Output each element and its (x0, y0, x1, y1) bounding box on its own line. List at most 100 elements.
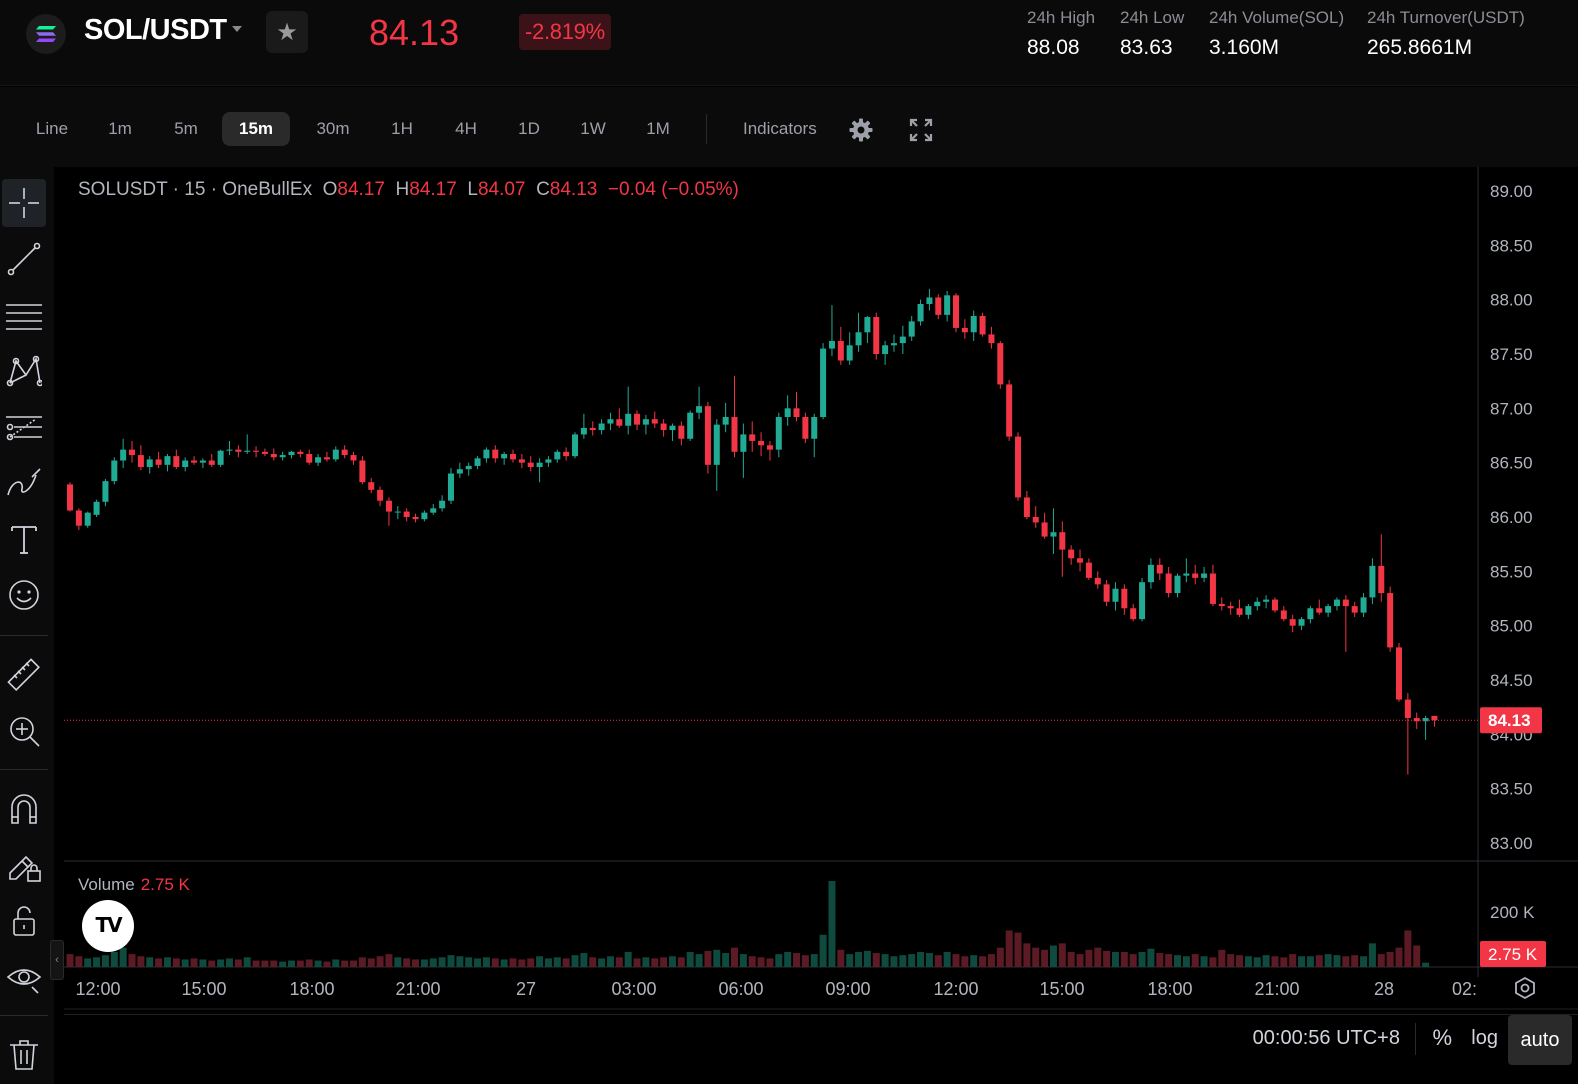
trendline-icon (7, 242, 41, 276)
volume-bar-up (943, 951, 951, 967)
chart-area[interactable]: 89.00 88.50 88.00 87.50 87.00 86.50 86.00 85.50… (64, 167, 1578, 1084)
magnet-tool[interactable] (2, 785, 46, 833)
candle-body-down (155, 459, 162, 465)
visibility-tool[interactable] (2, 953, 46, 1001)
parallel-channel-tool[interactable] (2, 291, 46, 339)
tab-1m[interactable]: 1m (108, 119, 132, 138)
trendline-tool[interactable] (2, 235, 46, 283)
volume-bar-down (296, 960, 304, 967)
tab-1w[interactable]: 1W (580, 119, 606, 138)
ruler-tool[interactable] (2, 651, 46, 699)
brush-tool[interactable] (2, 459, 46, 507)
candle-body-up (890, 343, 897, 346)
log-scale-toggle[interactable]: log (1471, 1027, 1498, 1049)
candle-body-up (536, 462, 543, 468)
legend-open: 84.17 (337, 179, 385, 200)
candle-body-down (1041, 522, 1048, 537)
tradingview-logo[interactable]: TV (82, 900, 134, 952)
lock-tool[interactable] (2, 897, 46, 945)
remove-drawings-tool[interactable] (2, 1029, 46, 1077)
lock-drawings-tool[interactable] (2, 841, 46, 889)
volume-bar-up (447, 955, 455, 967)
tab-5m[interactable]: 5m (174, 119, 198, 138)
candle-body-down (660, 423, 667, 431)
scale-settings-icon[interactable] (1515, 976, 1535, 1000)
scale-settings-icon-center (1520, 983, 1530, 993)
indicators-button[interactable]: Indicators (743, 119, 817, 138)
favorite-button[interactable]: ★ (266, 11, 308, 53)
candle-body-up (1325, 606, 1332, 613)
volume-bar-down (1271, 956, 1279, 967)
candle-body-up (669, 425, 676, 431)
volume-bar-up (606, 956, 614, 967)
price-tick-label: 83.50 (1490, 780, 1533, 799)
candle-body-up (102, 481, 109, 502)
time-tick-label: 12:00 (75, 979, 120, 999)
candle-body-up (1307, 608, 1314, 620)
percent-scale-toggle[interactable]: % (1432, 1025, 1452, 1050)
candle-body-down (678, 425, 685, 439)
candle-body-down (1378, 565, 1385, 594)
candle-body-up (182, 460, 189, 468)
candle-body-up (456, 469, 463, 474)
candle-body-up (1112, 588, 1119, 602)
volume-bar-down (731, 947, 738, 967)
price-tick-label: 87.50 (1490, 345, 1533, 364)
volume-bar-down (1351, 955, 1359, 967)
volume-bar-up (1182, 956, 1190, 967)
volume-bar-down (1342, 956, 1350, 967)
gear-icon[interactable] (848, 117, 874, 143)
text-tool[interactable] (2, 515, 46, 563)
volume-bar-up (1324, 954, 1332, 967)
tab-1mo[interactable]: 1M (646, 119, 670, 138)
volume-bar-down (1236, 955, 1244, 967)
clock[interactable]: 00:00:56 UTC+8 (1252, 1027, 1400, 1049)
tab-1h[interactable]: 1H (391, 119, 413, 138)
time-tick-label: 18:00 (1147, 979, 1192, 999)
zoom-in-tool[interactable] (2, 707, 46, 755)
tab-15m[interactable]: 15m (222, 112, 290, 146)
symbol-selector[interactable]: SOL/USDT (84, 14, 227, 46)
pattern-tool[interactable] (2, 347, 46, 395)
bottom-divider (1415, 1023, 1416, 1055)
fullscreen-icon[interactable] (908, 117, 934, 143)
candle-body-up (607, 419, 614, 424)
candle-body-down (1077, 558, 1084, 563)
tab-line[interactable]: Line (35, 119, 69, 138)
candle-body-down (1289, 619, 1296, 626)
emoji-tool[interactable] (2, 571, 46, 619)
candle-body-up (1298, 619, 1305, 626)
volume-bar-down (837, 949, 845, 967)
ruler-icon (7, 658, 40, 691)
volume-bar-up (668, 956, 676, 967)
candle-body-up (244, 450, 251, 452)
volume-bar-up (863, 950, 871, 967)
tab-30m[interactable]: 30m (316, 119, 350, 138)
volume-bar-down (1156, 953, 1164, 967)
ticker-header: SOL/USDT ★ 84.13 -2.819% 24h High 88.08 … (0, 0, 1578, 86)
tradingview-logo-text: TV (95, 913, 122, 937)
trash-icon (10, 1040, 38, 1070)
stat-label: 24h High (1027, 8, 1096, 27)
time-tick-label: 21:00 (1254, 979, 1299, 999)
chevron-down-icon[interactable] (232, 26, 242, 32)
auto-scale-toggle[interactable]: auto (1508, 1015, 1572, 1065)
volume-bar-down (155, 958, 163, 967)
candle-body-up (1139, 582, 1146, 620)
emoji-icon (9, 580, 39, 610)
collapse-toolbar-button[interactable]: ‹ (50, 940, 64, 980)
lock-pencil-icon (9, 855, 41, 882)
tab-1d[interactable]: 1D (518, 119, 540, 138)
candle-body-up (439, 500, 446, 509)
volume-bar-down (376, 956, 384, 967)
volume-bar-down (651, 958, 659, 967)
fib-tool[interactable] (2, 403, 46, 451)
price-chart[interactable]: 89.00 88.50 88.00 87.50 87.00 86.50 86.00 85.50… (64, 167, 1578, 1014)
candle-body-up (501, 453, 508, 459)
crosshair-tool[interactable] (2, 179, 46, 227)
tab-4h[interactable]: 4H (455, 119, 477, 138)
volume-bar-up (429, 958, 437, 967)
candle-body-up (421, 512, 428, 520)
candle-body-up (625, 413, 632, 426)
candle-body-down (412, 517, 419, 520)
